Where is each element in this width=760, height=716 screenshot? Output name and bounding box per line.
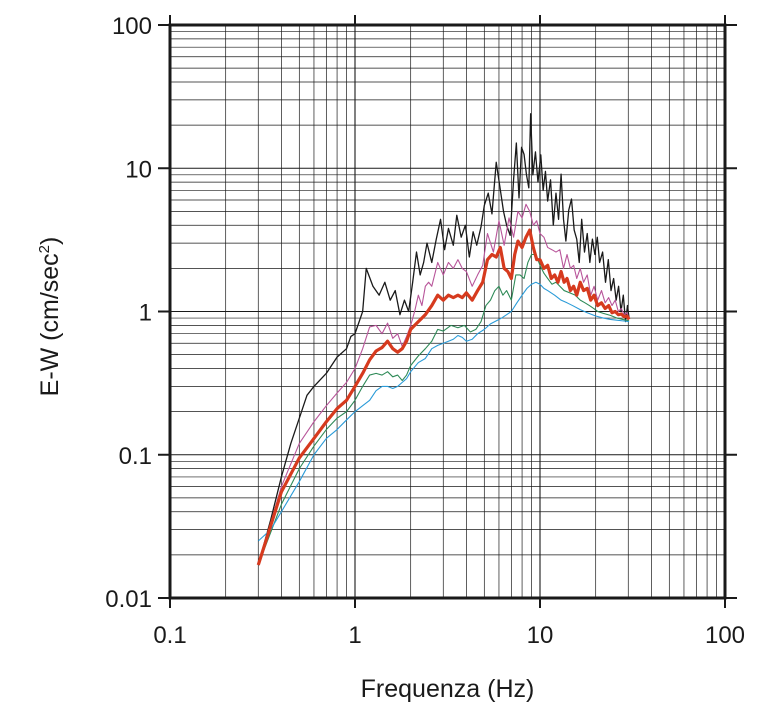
x-tick-label: 100 [705, 622, 745, 649]
y-axis-title-close: ) [36, 237, 64, 245]
x-tick-label: 0.1 [153, 622, 186, 649]
y-tick-label: 0.1 [119, 443, 152, 470]
y-tick-label: 10 [125, 156, 152, 183]
x-tick-label: 10 [527, 622, 554, 649]
grid [169, 25, 725, 599]
x-tick-label: 1 [348, 622, 361, 649]
data-series [256, 113, 631, 566]
y-axis-title: E-W (cm/sec2) [36, 237, 64, 397]
x-axis-title: Frequenza (Hz) [361, 675, 535, 703]
y-tick-label: 0.01 [105, 586, 152, 613]
series-line-5 [256, 228, 631, 566]
y-axis-title-main: E-W (cm/sec [36, 253, 64, 396]
series-line-4 [257, 281, 630, 542]
y-tick-label: 100 [112, 13, 152, 40]
series-line-1 [257, 113, 630, 566]
y-axis-title-superscript: 2 [36, 245, 53, 253]
y-tick-label: 1 [139, 300, 152, 327]
